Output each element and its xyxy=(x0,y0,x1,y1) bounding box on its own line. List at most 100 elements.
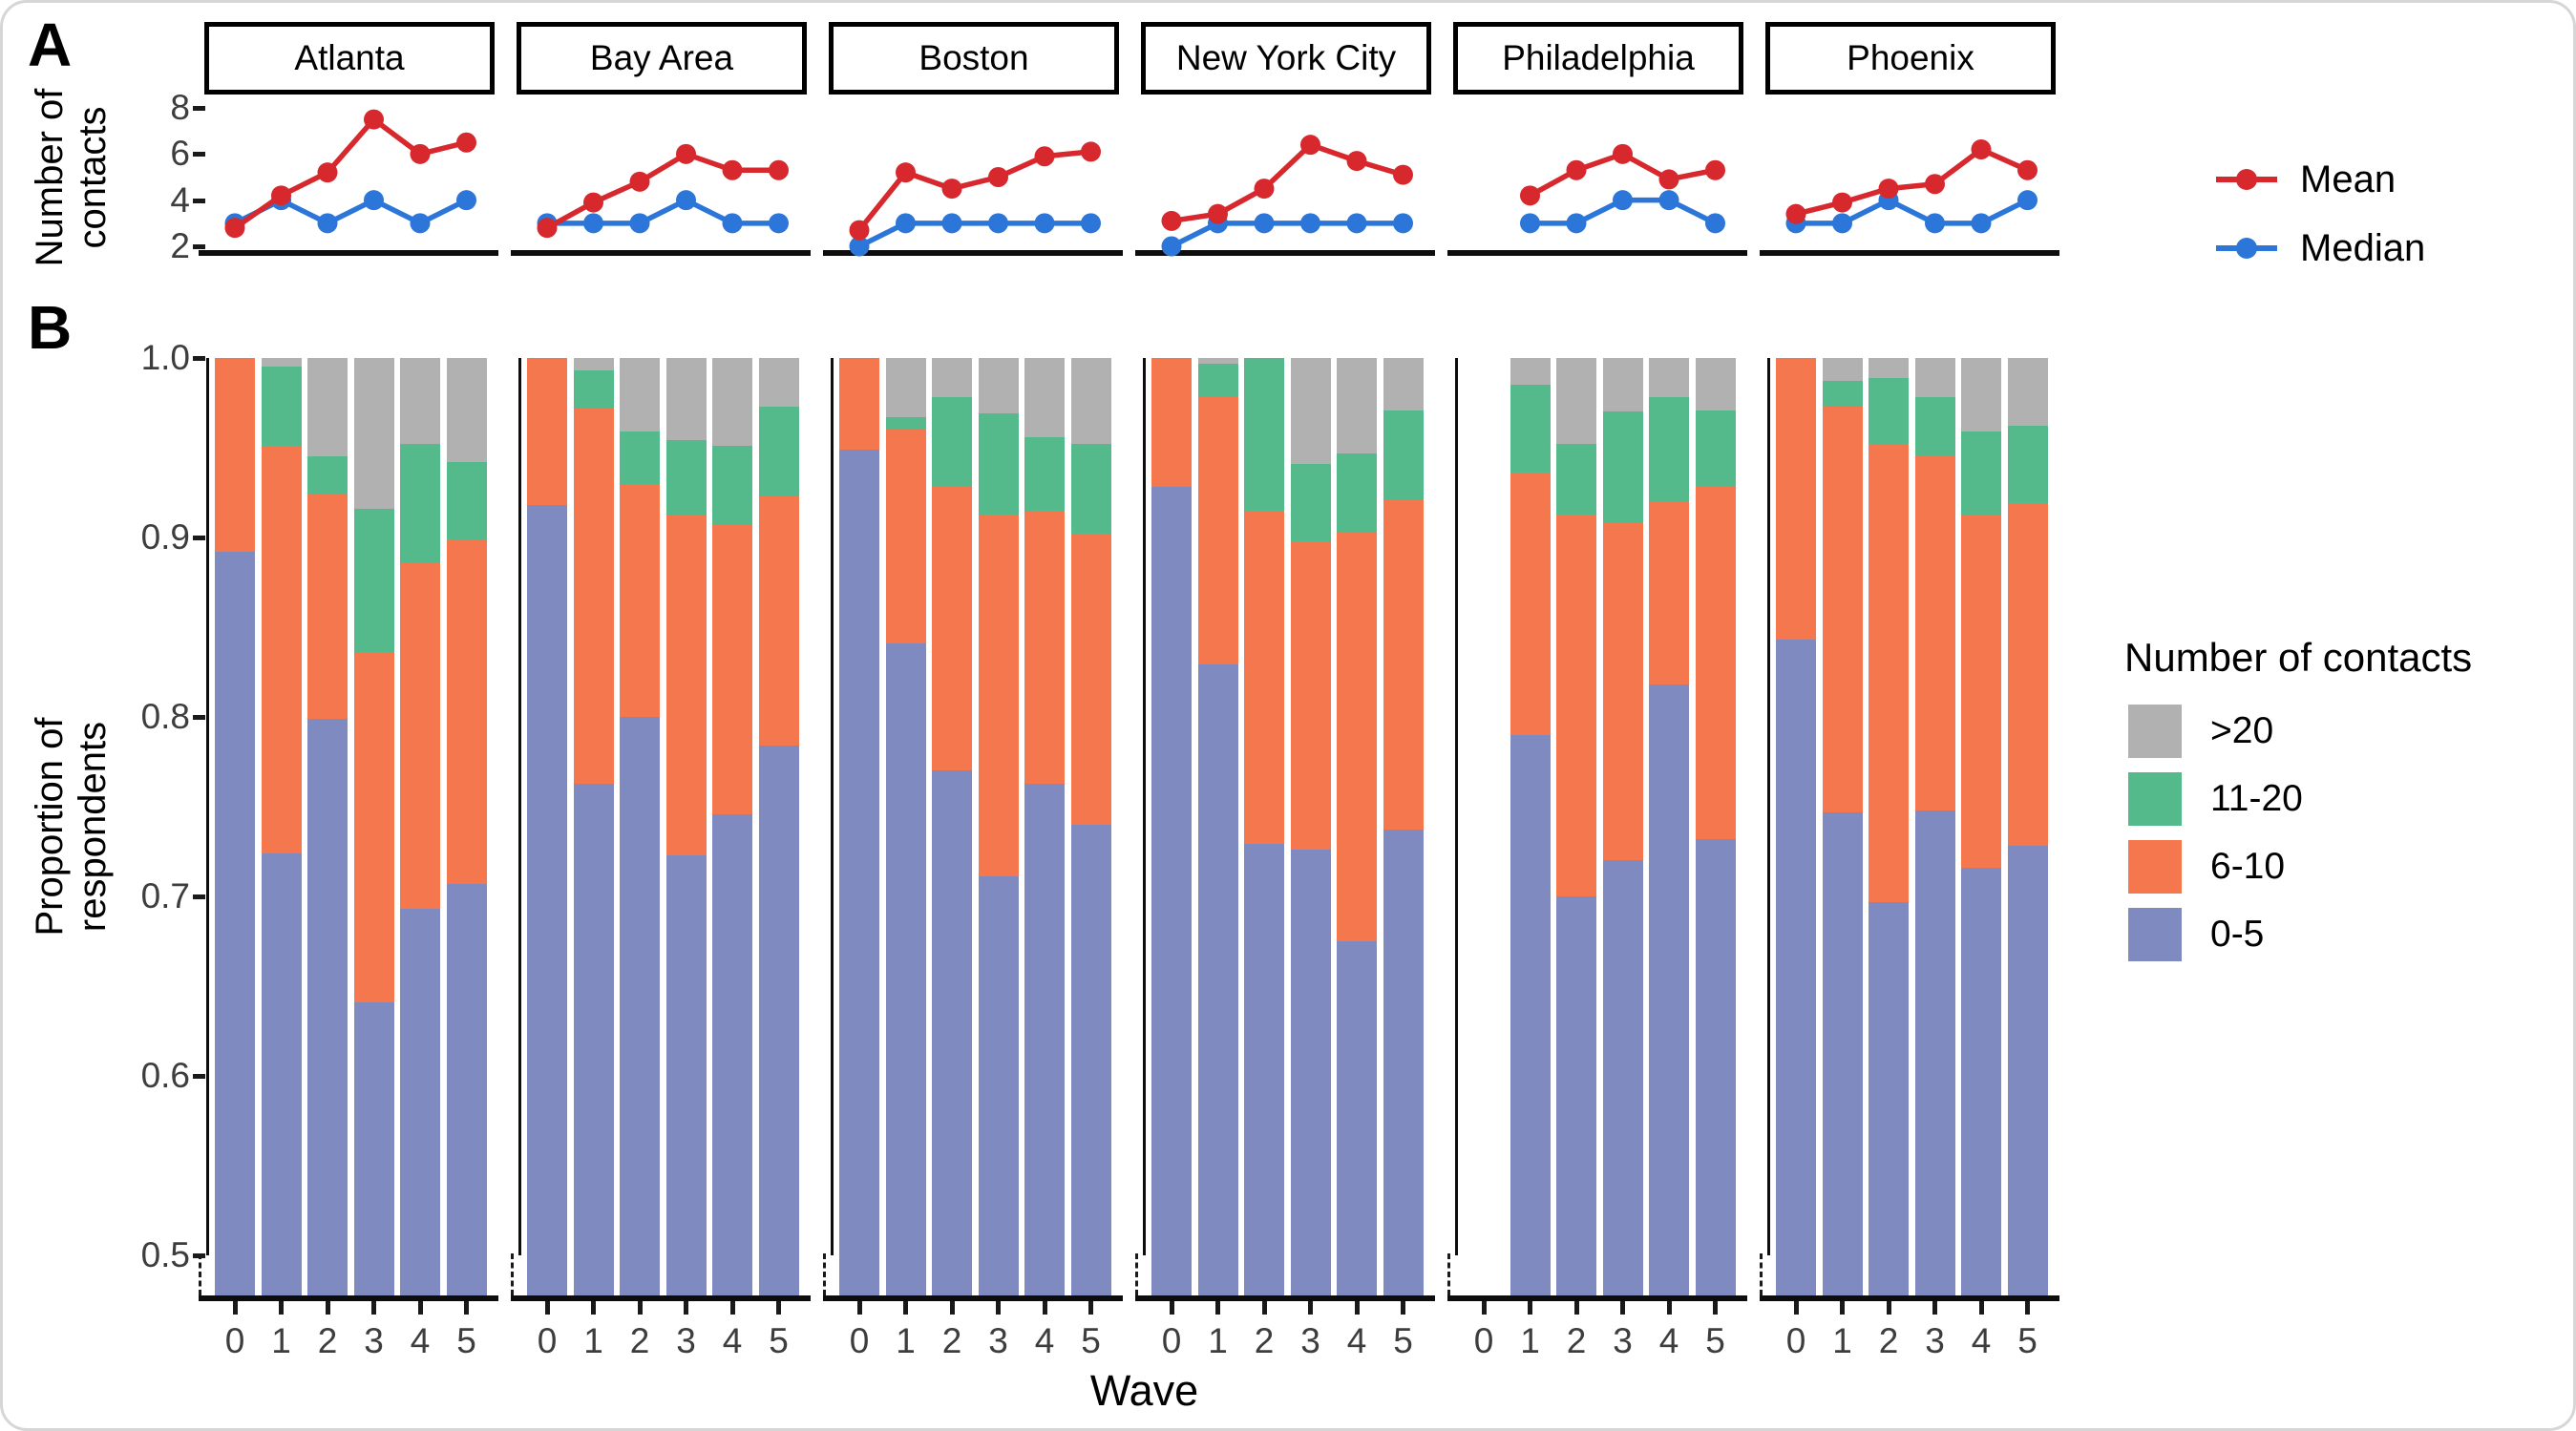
bar-segment-11-20 xyxy=(1695,410,1736,488)
bar-segment->20 xyxy=(353,358,394,509)
bar-segment->20 xyxy=(1822,358,1863,382)
bar-segment-6-10 xyxy=(758,495,799,747)
facet-header-philadelphia: Philadelphia xyxy=(1453,22,1743,95)
panel-b-x-tick-label: 4 xyxy=(1346,1321,1367,1360)
panel-b-x-tick-mark xyxy=(1978,1301,1984,1315)
panel-b-x-tick-mark xyxy=(417,1301,423,1315)
line-chart-new-york-city xyxy=(1161,135,1413,257)
panel-b-x-tick-label: 3 xyxy=(676,1321,696,1360)
median-point xyxy=(1254,213,1275,234)
mean-point xyxy=(583,192,603,213)
bar-segment-6-10 xyxy=(620,483,660,717)
panel-b-y-tick-label: 0.8 xyxy=(140,697,190,736)
legend-b-swatch-6-10 xyxy=(2128,840,2182,894)
median-point xyxy=(1520,213,1540,234)
panel-b-x-tick-mark xyxy=(279,1301,284,1315)
median-point xyxy=(988,213,1008,234)
panel-b-x-tick-mark xyxy=(1620,1301,1625,1315)
bar-segment-11-20 xyxy=(885,417,926,431)
mean-point xyxy=(1566,159,1587,180)
bar-segment-11-20 xyxy=(1822,381,1863,407)
bar-segment->20 xyxy=(446,358,487,463)
median-point xyxy=(1034,213,1055,234)
mean-point xyxy=(1613,143,1633,164)
bar-segment->20 xyxy=(1290,358,1331,464)
panel-a-y-tick-mark xyxy=(193,152,205,158)
median-point xyxy=(456,190,476,211)
panel-b-x-tick-label: 3 xyxy=(988,1321,1008,1360)
bar-segment-0-5 xyxy=(1510,734,1551,1295)
panel-b-x-tick-mark xyxy=(1169,1301,1174,1315)
panel-b-x-tick-label: 5 xyxy=(2017,1321,2038,1360)
bar-segment-6-10 xyxy=(1961,516,2001,868)
facet-header-bay-area: Bay Area xyxy=(517,22,807,95)
panel-a-x-axis-line xyxy=(1135,250,1435,256)
panel-b-x-tick-label: 4 xyxy=(1034,1321,1055,1360)
bar-segment->20 xyxy=(620,358,660,432)
bar-segment-6-10 xyxy=(1649,501,1689,685)
median-point xyxy=(1832,213,1852,234)
bar-segment-6-10 xyxy=(932,487,972,771)
panel-b-x-tick-label: 1 xyxy=(1520,1321,1540,1360)
panel-b-y-axis-break-dashes xyxy=(1135,1253,1138,1295)
mean-legend-key-icon xyxy=(2216,169,2277,190)
bar-segment->20 xyxy=(573,358,614,371)
bar-segment->20 xyxy=(758,358,799,407)
bar-segment-11-20 xyxy=(1649,397,1689,502)
median-point xyxy=(1081,213,1101,234)
median-point xyxy=(941,213,962,234)
bar-segment-11-20 xyxy=(1914,397,1955,457)
panel-a-y-tick-mark xyxy=(193,105,205,111)
bar-segment-0-5 xyxy=(758,746,799,1295)
bar-segment-0-5 xyxy=(1869,901,1909,1295)
bar-segment-11-20 xyxy=(1197,363,1238,398)
facet-header-new-york-city: New York City xyxy=(1141,22,1431,95)
bar-segment->20 xyxy=(400,358,440,445)
mean-point xyxy=(1254,179,1275,200)
bar-segment-0-5 xyxy=(1151,487,1192,1295)
panel-b-x-tick-mark xyxy=(1840,1301,1845,1315)
bar-segment-0-5 xyxy=(1244,844,1284,1295)
panel-b-x-tick-mark xyxy=(544,1301,550,1315)
line-chart-boston xyxy=(849,141,1101,257)
mean-point xyxy=(364,109,384,130)
panel-b-x-tick-label: 5 xyxy=(769,1321,789,1360)
panel-b-y-title-line1: Proportion of xyxy=(29,717,72,936)
panel-b-x-tick-label: 5 xyxy=(1393,1321,1413,1360)
panel-b-y-axis-break-dashes xyxy=(511,1253,514,1295)
mean-point xyxy=(896,162,916,183)
bar-segment-0-5 xyxy=(446,883,487,1295)
bar-segment-11-20 xyxy=(758,406,799,496)
panel-b-y-tick-mark xyxy=(193,1074,205,1079)
panel-b-x-tick-label: 1 xyxy=(271,1321,291,1360)
legend-a-label-mean: Mean xyxy=(2300,158,2397,200)
panel-b-x-tick-label: 0 xyxy=(224,1321,245,1360)
panel-b-y-tick-mark xyxy=(193,356,205,361)
bar-segment-0-5 xyxy=(1290,850,1331,1295)
panel-b-x-tick-label: 3 xyxy=(1613,1321,1633,1360)
bar-segment-6-10 xyxy=(885,430,926,643)
bar-segment-11-20 xyxy=(1383,410,1424,500)
mean-point xyxy=(676,143,696,164)
bar-segment-11-20 xyxy=(1602,411,1643,523)
mean-point xyxy=(1878,179,1899,200)
mean-point xyxy=(1925,174,1945,195)
bar-segment-6-10 xyxy=(1695,487,1736,839)
bar-segment-11-20 xyxy=(665,440,707,516)
bar-segment->20 xyxy=(1914,358,1955,398)
panel-b-x-tick-label: 0 xyxy=(1161,1321,1182,1360)
panel-a-y-tick-mark xyxy=(193,244,205,249)
bar-segment-6-10 xyxy=(1914,456,1955,810)
panel-a-y-tick-label: 6 xyxy=(170,134,190,174)
bar-segment-6-10 xyxy=(839,358,879,450)
panel-b-x-tick-mark xyxy=(325,1301,330,1315)
panel-a-y-tick-mark xyxy=(193,198,205,203)
bar-segment-0-5 xyxy=(1024,783,1065,1295)
bar-segment-0-5 xyxy=(885,642,926,1295)
legend-a-row-mean: Mean xyxy=(2216,158,2396,200)
bar-segment->20 xyxy=(2007,358,2048,427)
mean-point xyxy=(1346,151,1367,172)
panel-b-x-tick-mark xyxy=(729,1301,735,1315)
median-point xyxy=(2017,190,2038,211)
mean-line xyxy=(545,151,779,231)
